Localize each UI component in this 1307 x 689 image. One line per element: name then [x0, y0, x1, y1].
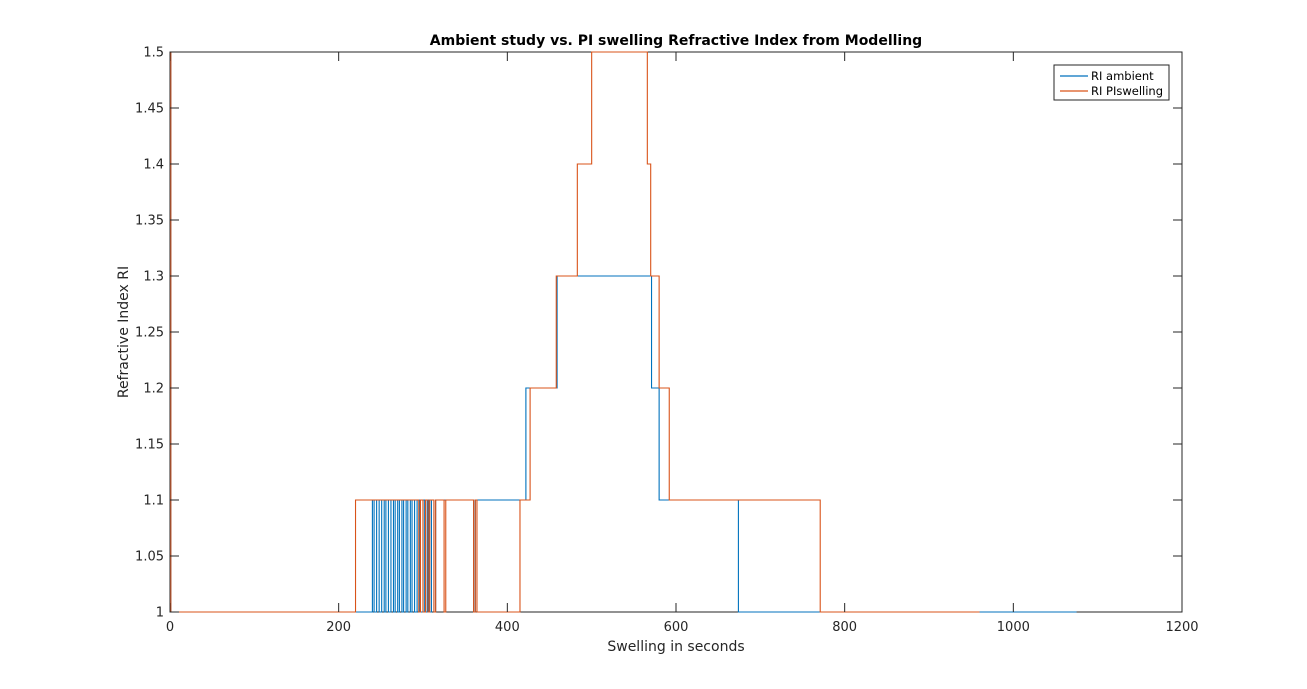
- y-tick-label: 1.3: [143, 270, 164, 285]
- x-tick-label: 200: [326, 620, 351, 635]
- plot-area: [169, 51, 1183, 613]
- y-tick-label: 1: [156, 606, 164, 621]
- y-tick-label: 1.1: [143, 494, 164, 509]
- y-tick-label: 1.35: [135, 214, 164, 229]
- x-tick-label: 800: [832, 620, 857, 635]
- x-tick-label: 0: [166, 620, 174, 635]
- y-tick-label: 1.05: [135, 550, 164, 565]
- y-tick-label: 1.5: [143, 46, 164, 61]
- axis-ticks: 0 200 400 600 800 1000 1200 1 1.05 1.1 1.15 1.2 1.25…: [135, 46, 1199, 636]
- series-line-ri-piswelling: [170, 51, 980, 613]
- chart-title: Ambient study vs. PI swelling Refractive…: [430, 33, 922, 49]
- x-tick-label: 1000: [997, 620, 1030, 635]
- y-axis-label: Refractive Index RI: [116, 266, 132, 398]
- x-tick-label: 600: [664, 620, 689, 635]
- y-tick-label: 1.25: [135, 326, 164, 341]
- legend-entry-ri-ambient: RI ambient: [1091, 69, 1154, 83]
- legend: RI ambient RI PIswelling: [1053, 64, 1170, 101]
- y-tick-label: 1.4: [143, 158, 164, 173]
- series-layer: [170, 51, 1077, 613]
- x-tick-label: 1200: [1165, 620, 1198, 635]
- legend-entry-ri-piswelling: RI PIswelling: [1091, 84, 1163, 98]
- y-tick-label: 1.2: [143, 382, 164, 397]
- y-tick-label: 1.45: [135, 102, 164, 117]
- y-tick-label: 1.15: [135, 438, 164, 453]
- x-axis-label: Swelling in seconds: [607, 639, 744, 655]
- x-tick-label: 400: [495, 620, 520, 635]
- legend-box: [1053, 64, 1170, 101]
